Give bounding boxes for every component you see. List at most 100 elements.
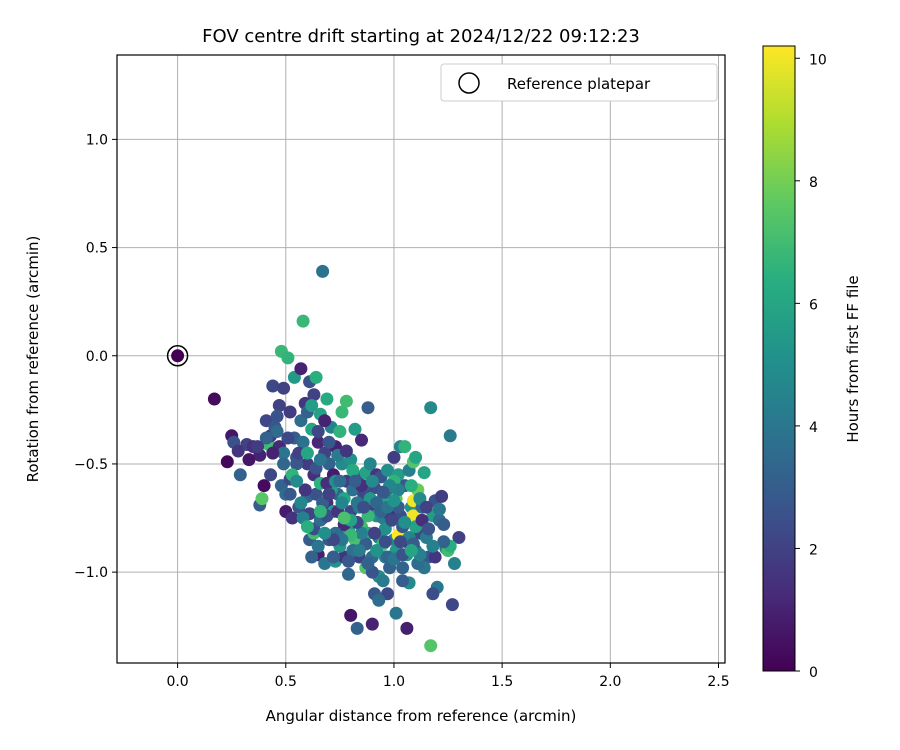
y-tick-label: 0.0: [86, 349, 108, 365]
data-point: [348, 474, 362, 488]
data-point: [372, 593, 386, 607]
data-point: [365, 474, 379, 488]
data-point: [233, 468, 247, 482]
colorbar-ticks: 0 2 4 6 8 10: [795, 52, 827, 681]
data-point: [448, 557, 461, 570]
data-point: [313, 505, 327, 518]
data-point: [404, 479, 418, 493]
data-point: [355, 526, 368, 540]
data-point: [428, 550, 442, 564]
data-point: [296, 435, 310, 449]
data-point: [400, 621, 414, 635]
legend-label: Reference platepar: [507, 75, 651, 93]
colorbar-tick-label: 2: [809, 542, 818, 558]
data-point: [335, 496, 349, 510]
data-point: [272, 399, 286, 412]
data-point: [322, 487, 336, 501]
data-point: [311, 539, 325, 553]
data-point: [404, 544, 418, 557]
data-point: [242, 453, 256, 467]
data-point: [326, 550, 340, 564]
colorbar-tick-label: 8: [809, 175, 818, 191]
data-point: [393, 535, 407, 549]
data-point: [220, 455, 234, 469]
data-point: [361, 557, 375, 570]
y-axis-ticks: 1.0 0.5 0.0 −0.5 −1.0: [74, 132, 117, 581]
data-point: [346, 463, 360, 477]
data-point: [437, 535, 451, 549]
x-tick-label: 2.0: [599, 674, 621, 690]
colorbar: 0 2 4 6 8 10 Hours from first FF file: [762, 45, 862, 681]
data-point: [398, 515, 412, 529]
data-point: [370, 544, 384, 557]
x-axis-ticks: 0.0 0.5 1.0 1.5 2.0 2.5: [166, 663, 730, 690]
data-point: [398, 440, 412, 454]
data-point: [171, 349, 185, 363]
data-point: [296, 314, 310, 328]
data-point: [316, 264, 330, 278]
y-tick-label: −0.5: [74, 457, 108, 473]
data-point: [396, 574, 410, 588]
data-point: [311, 435, 325, 449]
data-points: [171, 264, 466, 653]
data-point: [424, 639, 438, 653]
data-point: [300, 446, 314, 460]
data-point: [419, 500, 433, 514]
data-point: [281, 351, 295, 365]
data-point: [290, 457, 304, 471]
data-point: [298, 483, 312, 497]
data-point: [368, 526, 381, 540]
data-point: [387, 450, 401, 464]
data-point: [305, 399, 319, 412]
x-axis-label: Angular distance from reference (arcmin): [266, 707, 577, 725]
colorbar-tick-label: 4: [809, 420, 818, 436]
x-tick-label: 1.0: [383, 674, 405, 690]
data-point: [385, 513, 399, 527]
data-point: [445, 598, 459, 612]
data-point: [350, 621, 364, 635]
x-tick-label: 1.5: [491, 674, 513, 690]
data-point: [363, 457, 377, 471]
data-point: [270, 425, 284, 438]
data-point: [311, 425, 325, 438]
grid: [117, 55, 725, 663]
data-point: [257, 479, 271, 493]
data-point: [339, 444, 353, 458]
data-point: [426, 587, 440, 601]
data-point: [264, 468, 278, 482]
data-point: [339, 394, 353, 408]
data-point: [307, 388, 321, 402]
colorbar-tick-label: 0: [809, 665, 818, 681]
data-point: [283, 487, 297, 501]
x-tick-label: 0.5: [275, 674, 297, 690]
data-point: [255, 492, 269, 506]
data-point: [348, 422, 362, 436]
data-point: [376, 485, 390, 499]
data-point: [259, 431, 273, 445]
data-point: [333, 474, 347, 488]
y-tick-label: −1.0: [74, 565, 108, 581]
data-point: [294, 362, 308, 376]
data-point: [231, 444, 245, 458]
reference-marker-layer: [166, 345, 189, 367]
data-point: [352, 544, 366, 557]
data-point: [337, 511, 351, 525]
data-point: [283, 405, 297, 419]
reference-platepar-marker: [166, 345, 189, 367]
colorbar-tick-label: 6: [809, 297, 818, 313]
legend: Reference platepar: [440, 63, 718, 102]
data-point: [387, 494, 401, 508]
data-point: [361, 401, 375, 415]
data-point: [417, 466, 431, 480]
data-point: [396, 561, 410, 575]
data-point: [300, 520, 314, 534]
data-point: [251, 440, 265, 454]
data-point: [270, 409, 284, 423]
data-point: [342, 567, 355, 581]
data-point: [277, 381, 291, 395]
data-point: [335, 405, 349, 419]
data-point: [365, 617, 379, 631]
data-point: [290, 474, 304, 488]
data-point: [277, 457, 291, 471]
x-tick-label: 2.5: [707, 674, 729, 690]
